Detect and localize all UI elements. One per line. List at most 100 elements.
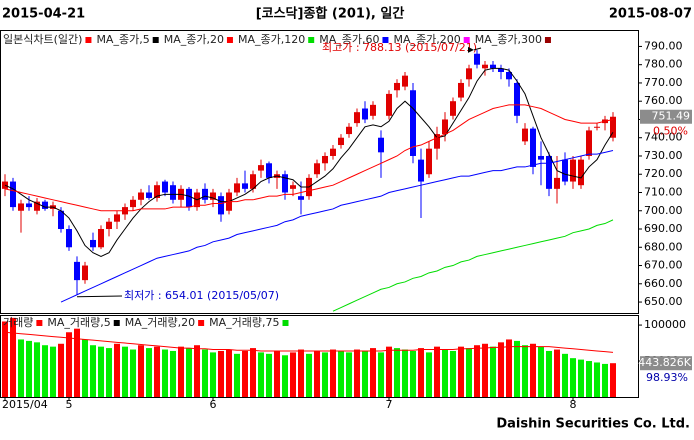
- y-tick-label: 700.00: [644, 204, 683, 217]
- volume-bar: [154, 346, 160, 397]
- candle-body: [458, 82, 464, 98]
- volume-ratio: 98.93%: [646, 371, 688, 384]
- candle-body: [434, 134, 440, 149]
- candle-body: [410, 90, 416, 156]
- candle-body: [522, 128, 528, 142]
- y-tick-label: 740.00: [644, 131, 683, 144]
- candle-body: [386, 93, 392, 116]
- candle-body: [210, 192, 216, 200]
- y-tick-label: 760.00: [644, 94, 683, 107]
- x-tick-label: 5: [66, 398, 73, 411]
- volume-bar: [458, 346, 464, 397]
- last-price: 751.49: [652, 110, 691, 123]
- candle-body: [170, 185, 176, 200]
- high-arrow: [473, 47, 482, 51]
- start-date: 2015-04-21: [2, 7, 85, 22]
- candle-body: [370, 104, 376, 116]
- candle-body: [250, 174, 256, 189]
- legend-swatch: [113, 320, 120, 326]
- candle-body: [42, 201, 48, 209]
- volume-bar: [538, 346, 544, 397]
- volume-bar: [514, 340, 520, 397]
- candle-body: [530, 128, 536, 167]
- volume-bar: [202, 349, 208, 397]
- y-tick-label: 790.00: [644, 39, 683, 52]
- candle-body: [562, 159, 568, 182]
- legend-label: 일본식차트(일간): [3, 32, 82, 46]
- y-tick-label: 730.00: [644, 149, 683, 162]
- ma-line: [4, 104, 614, 212]
- candle-body: [234, 183, 240, 193]
- candle-body: [330, 148, 336, 156]
- legend-label: MA_종가,120: [238, 33, 305, 46]
- arrow-head: [468, 46, 474, 53]
- candle-body: [474, 53, 480, 65]
- volume-bar: [290, 352, 296, 397]
- volume-bar: [58, 343, 64, 397]
- candle-body: [586, 130, 592, 156]
- candle-body: [66, 229, 72, 248]
- candle-body: [98, 229, 104, 248]
- legend-label: MA_종가,60: [319, 33, 379, 46]
- x-tick-label: 8: [570, 398, 577, 411]
- candle-body: [90, 239, 96, 248]
- price-panel: [0, 30, 639, 314]
- volume-bar: [178, 346, 184, 397]
- candle-body: [266, 163, 272, 178]
- candle-body: [314, 163, 320, 175]
- low-note: 최저가 : 654.01 (2015/05/07): [124, 289, 279, 302]
- ma-line: [60, 150, 614, 303]
- volume-bar: [506, 339, 512, 397]
- ma-line: [332, 219, 614, 312]
- candle-body: [426, 148, 432, 175]
- end-date: 2015-08-07: [609, 7, 692, 22]
- chart-title: [코스닥]종합 (201), 일간: [256, 6, 405, 22]
- legend-label: MA_종가,300: [475, 33, 542, 46]
- volume-bar: [602, 363, 608, 397]
- volume-bar: [34, 342, 40, 397]
- volume-box: [640, 356, 692, 371]
- volume-bar: [442, 349, 448, 397]
- candle-body: [74, 261, 80, 281]
- volume-bar: [50, 346, 56, 397]
- candle-body: [506, 71, 512, 80]
- volume-bar: [562, 353, 568, 397]
- volume-bar: [594, 362, 600, 397]
- volume-bar: [354, 349, 360, 397]
- y-tick-label: 710.00: [644, 185, 683, 198]
- volume-bar: [402, 349, 408, 397]
- candle-body: [570, 159, 576, 182]
- legend-swatch: [382, 37, 389, 43]
- candle-body: [34, 201, 40, 211]
- volume-bar: [218, 350, 224, 397]
- candle-body: [18, 203, 24, 211]
- volume-bar: [450, 350, 456, 397]
- candle-body: [138, 192, 144, 200]
- volume-bar: [426, 352, 432, 397]
- legend-swatch: [36, 320, 43, 326]
- volume-bar: [410, 350, 416, 397]
- candle-body: [378, 137, 384, 153]
- candle-body: [346, 126, 352, 135]
- candle-body: [338, 137, 344, 146]
- candle-body: [282, 174, 288, 193]
- ma-line: [4, 67, 614, 257]
- candle-body: [162, 181, 168, 193]
- candle-body: [82, 265, 88, 281]
- volume-bar: [18, 339, 24, 397]
- legend-swatch: [198, 320, 205, 326]
- y-tick-label: 650.00: [644, 295, 683, 308]
- legend-label: MA_거래량,20: [125, 316, 195, 329]
- y-tick-label: 770.00: [644, 76, 683, 89]
- candle-body: [538, 155, 544, 160]
- volume-bar: [498, 342, 504, 397]
- volume-panel: [0, 315, 639, 398]
- legend-swatch: [463, 37, 470, 43]
- volume-bar: [330, 349, 336, 397]
- volume-bar: [74, 328, 80, 397]
- y-tick-label: 680.00: [644, 240, 683, 253]
- volume-bar: [210, 352, 216, 397]
- candle-body: [394, 82, 400, 91]
- candle-body: [290, 185, 296, 189]
